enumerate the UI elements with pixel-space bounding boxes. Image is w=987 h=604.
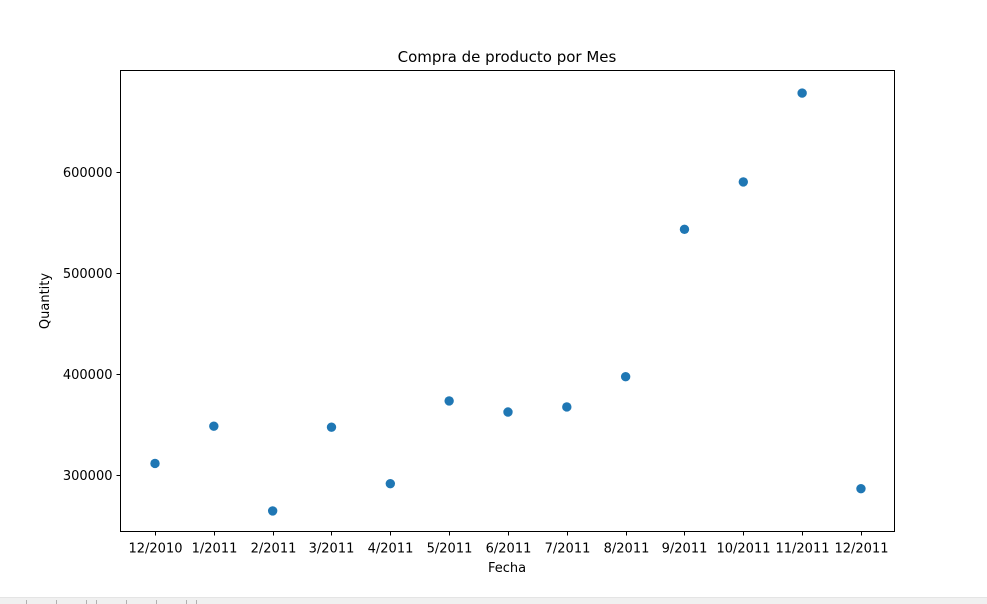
y-axis: 300000 400000 500000 600000 [63,166,121,484]
x-tick-label: 9/2011 [662,542,708,557]
x-axis-label: Fecha [488,561,526,576]
data-point [620,371,631,382]
y-tick-label: 600000 [63,166,113,181]
x-tick-label: 6/2011 [486,542,532,557]
data-point [797,88,807,98]
data-point [444,396,454,406]
x-tick-label: 3/2011 [309,542,355,557]
data-point [856,484,866,494]
x-tick-label: 1/2011 [192,542,238,557]
x-tick-label: 12/2011 [834,542,888,557]
y-tick-label: 300000 [63,469,113,484]
data-point [679,224,690,235]
x-tick-label: 2/2011 [251,542,297,557]
toolbar-button[interactable] [156,600,187,604]
x-tick-label: 12/2010 [128,542,182,557]
data-point [267,506,278,516]
toolbar-button[interactable] [26,600,57,604]
y-tick-label: 500000 [63,267,113,282]
y-tick-label: 400000 [63,368,113,383]
chart-title: Compra de producto por Mes [398,48,617,66]
x-tick-label: 5/2011 [427,542,473,557]
toolbar-button[interactable] [56,600,87,604]
x-axis: 12/2010 1/2011 2/2011 3/2011 4/2011 5/2011 6/2… [128,531,889,557]
toolbar-button[interactable] [186,600,197,604]
x-tick-label: 8/2011 [604,542,650,557]
x-tick-label: 4/2011 [368,542,414,557]
data-point [562,402,572,412]
plot-area [120,70,895,532]
y-axis-label: Quantity [38,273,53,329]
data-point [150,458,160,469]
data-point [326,422,337,432]
toolbar-button[interactable] [126,600,157,604]
data-point [209,421,219,431]
toolbar-button[interactable] [196,600,229,604]
toolbar-strip [0,597,987,604]
data-points [150,88,866,516]
data-point [738,177,748,187]
data-point [503,407,513,417]
x-tick-label: 11/2011 [775,542,829,557]
x-tick-label: 7/2011 [545,542,591,557]
data-point [385,478,396,489]
toolbar-button[interactable] [86,600,97,604]
x-tick-label: 10/2011 [716,542,770,557]
toolbar-button[interactable] [96,600,127,604]
